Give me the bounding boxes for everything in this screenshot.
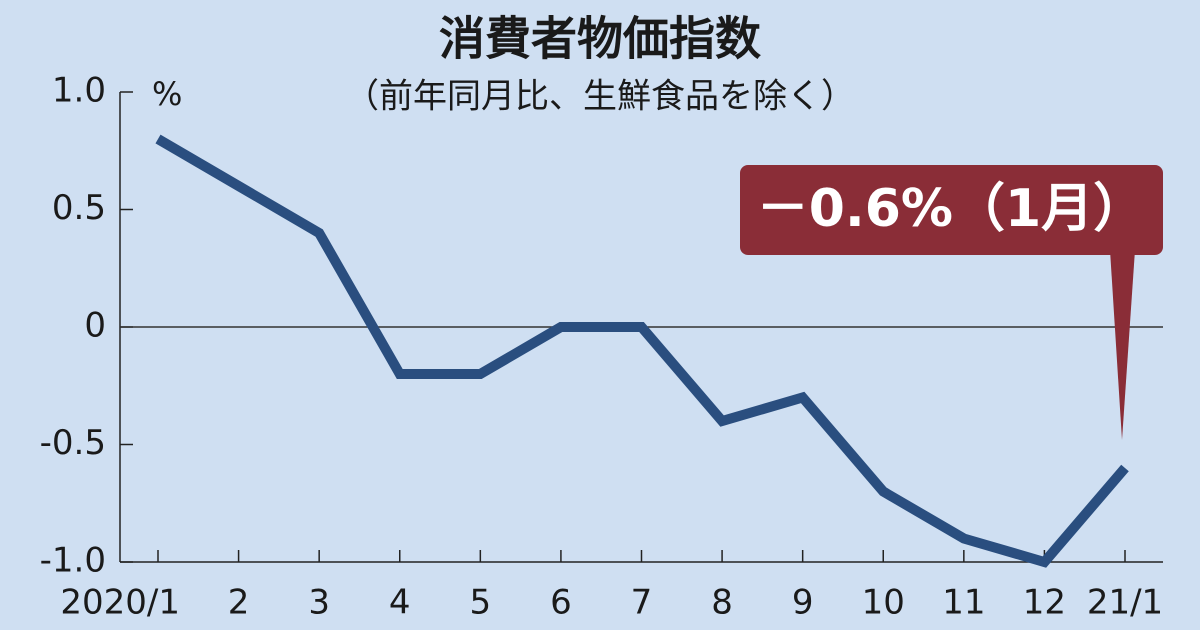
x-tick-label: 10 <box>862 583 905 623</box>
x-tick-label: 9 <box>792 583 814 623</box>
x-tick-label: 4 <box>389 583 411 623</box>
x-tick-label: 7 <box>631 583 653 623</box>
y-unit: % <box>152 75 182 113</box>
y-tick-label: -1.0 <box>40 541 106 581</box>
x-tick-label: 21/1 <box>1087 583 1163 623</box>
y-tick-label: 0.5 <box>52 188 106 228</box>
chart-title: 消費者物価指数 <box>439 12 761 66</box>
x-tick-label: 11 <box>942 583 985 623</box>
x-tick-label: 2 <box>228 583 250 623</box>
x-tick-label: 2020/1 <box>60 583 180 623</box>
chart-subtitle: （前年同月比、生鮮食品を除く） <box>345 77 855 117</box>
x-tick-label: 5 <box>470 583 492 623</box>
y-tick-label: -0.5 <box>40 423 106 463</box>
data-line <box>155 134 1129 568</box>
x-tick-label: 8 <box>711 583 733 623</box>
x-tick-label: 3 <box>308 583 330 623</box>
x-tick-label: 12 <box>1023 583 1066 623</box>
annotation: －0.6%（1月） <box>757 179 1145 239</box>
x-tick-label: 6 <box>550 583 572 623</box>
callout-box <box>740 165 1163 255</box>
y-tick-label: 0 <box>84 306 106 346</box>
y-tick-label: 1.0 <box>52 71 106 111</box>
callout-pointer <box>1110 250 1135 440</box>
